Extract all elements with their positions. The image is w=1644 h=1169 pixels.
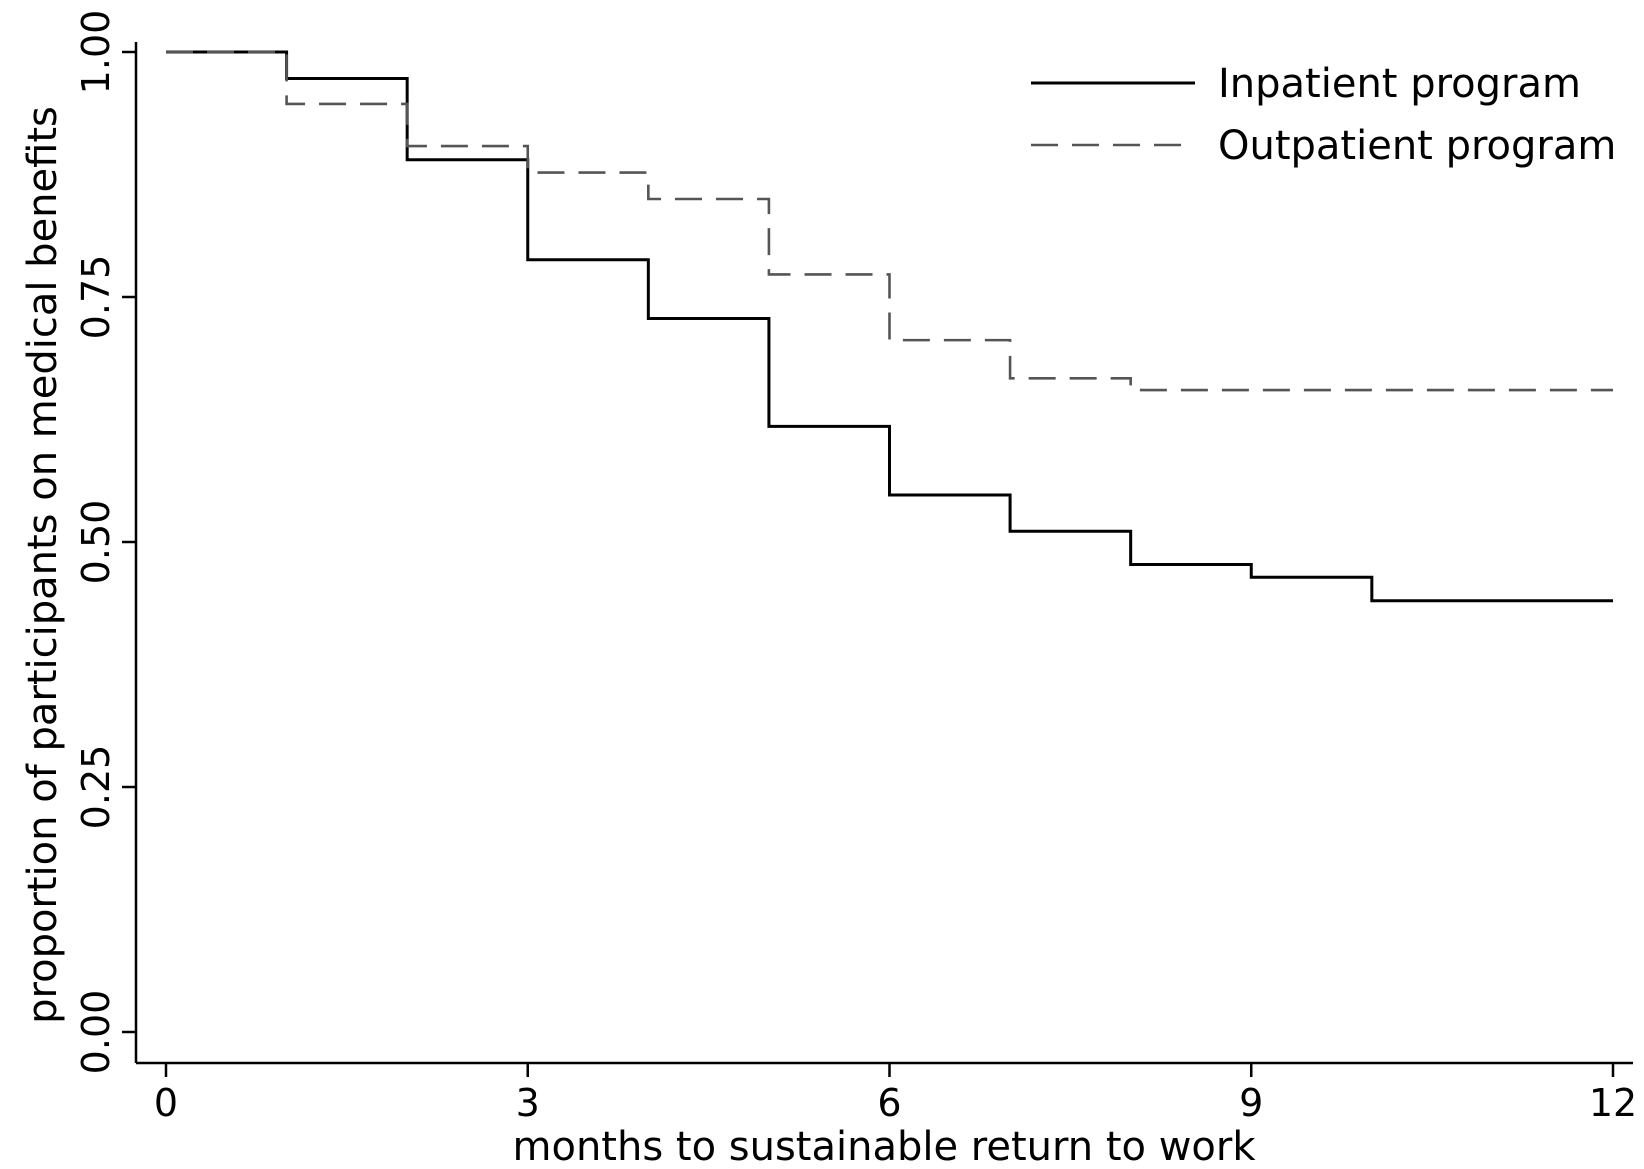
y-tick-label: 0.00 — [74, 990, 118, 1075]
x-tick-label: 12 — [1589, 1081, 1637, 1125]
y-ticks: 0.00 0.25 0.50 0.75 1.00 — [74, 10, 136, 1075]
y-axis-title: proportion of participants on medical be… — [20, 106, 66, 1024]
legend: Inpatient program Outpatient program — [1031, 61, 1616, 169]
legend-label: Outpatient program — [1218, 123, 1616, 169]
x-tick-label: 6 — [877, 1081, 901, 1125]
axes — [134, 42, 1633, 1065]
legend-label: Inpatient program — [1218, 61, 1581, 107]
series-line-outpatient — [166, 50, 1613, 392]
x-tick-label: 0 — [154, 1081, 178, 1125]
x-tick-label: 9 — [1239, 1081, 1263, 1125]
series-layer — [166, 50, 1613, 603]
x-ticks: 0 3 6 9 12 — [154, 1063, 1637, 1125]
y-tick-label: 1.00 — [74, 10, 118, 95]
x-tick-label: 3 — [516, 1081, 540, 1125]
y-tick-label: 0.50 — [74, 500, 118, 585]
y-tick-label: 0.25 — [74, 745, 118, 830]
x-axis-title: months to sustainable return to work — [513, 1124, 1257, 1169]
y-tick-label: 0.75 — [74, 255, 118, 340]
